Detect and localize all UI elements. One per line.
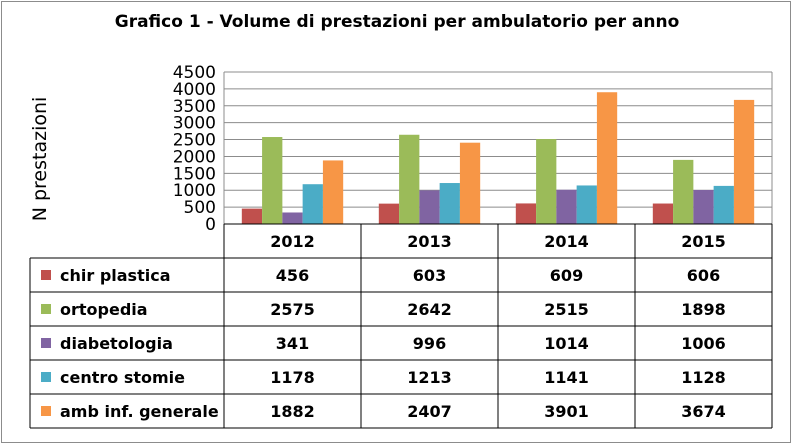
y-tick-label: 2000 <box>173 147 216 167</box>
legend-key <box>41 338 51 348</box>
x-category-label: 2015 <box>681 232 726 251</box>
legend-entry: centro stomie <box>60 368 185 387</box>
bar-amb-inf-generale-2013 <box>459 142 481 224</box>
bar-diabetologia-2012 <box>282 212 303 224</box>
bar-diabetologia-2015 <box>693 190 714 224</box>
data-label: 2407 <box>407 402 452 421</box>
bar-chir-plastica-2014 <box>515 203 537 224</box>
y-tick-label: 0 <box>205 215 216 235</box>
data-label: 1898 <box>681 300 726 319</box>
bar-diabetologia-2014 <box>556 189 577 224</box>
legend-entry: chir plastica <box>60 266 171 285</box>
y-tick-label: 3500 <box>173 97 216 117</box>
data-label: 456 <box>276 266 309 285</box>
data-label: 3674 <box>681 402 726 421</box>
bar-ortopedia-2014 <box>536 139 557 224</box>
y-tick-label: 3000 <box>173 114 216 134</box>
x-category-label: 2014 <box>544 232 589 251</box>
bar-centro-stomie-2012 <box>302 184 323 224</box>
bar-ortopedia-2013 <box>399 134 420 224</box>
bar-amb-inf-generale-2012 <box>322 160 344 224</box>
data-label: 609 <box>550 266 583 285</box>
bar-chir-plastica-2013 <box>378 203 400 224</box>
data-label: 603 <box>413 266 446 285</box>
data-label: 1128 <box>681 368 726 387</box>
bar-ortopedia-2012 <box>262 137 283 224</box>
x-category-label: 2012 <box>270 232 315 251</box>
bar-ortopedia-2015 <box>673 159 694 224</box>
bar-amb-inf-generale-2015 <box>733 99 755 224</box>
legend-key <box>41 406 51 416</box>
data-label: 1178 <box>270 368 315 387</box>
legend-entry: amb inf. generale <box>60 402 219 421</box>
bar-chir-plastica-2015 <box>652 203 674 224</box>
legend-entry: ortopedia <box>60 300 148 319</box>
bar-diabetologia-2013 <box>419 190 440 224</box>
data-label: 1014 <box>544 334 589 353</box>
x-category-label: 2013 <box>407 232 452 251</box>
y-tick-label: 2500 <box>173 131 216 151</box>
legend-key <box>41 304 51 314</box>
data-label: 341 <box>276 334 309 353</box>
legend-entry: diabetologia <box>60 334 173 353</box>
chart-title: Grafico 1 - Volume di prestazioni per am… <box>114 12 680 32</box>
data-label: 2642 <box>407 300 452 319</box>
data-label: 996 <box>413 334 446 353</box>
y-tick-label: 1000 <box>173 181 216 201</box>
data-label: 606 <box>687 266 720 285</box>
bar-centro-stomie-2013 <box>439 183 460 224</box>
y-tick-label: 4000 <box>173 80 216 100</box>
data-label: 1882 <box>270 402 315 421</box>
bar-amb-inf-generale-2014 <box>596 92 618 225</box>
data-label: 1006 <box>681 334 726 353</box>
legend-key <box>41 372 51 382</box>
data-label: 1141 <box>544 368 589 387</box>
y-tick-label: 4500 <box>173 63 216 83</box>
bar-centro-stomie-2014 <box>576 185 597 224</box>
data-label: 1213 <box>407 368 452 387</box>
y-tick-label: 1500 <box>173 164 216 184</box>
data-label: 3901 <box>544 402 589 421</box>
legend-key <box>41 270 51 280</box>
bar-chir-plastica-2012 <box>241 208 263 224</box>
data-label: 2515 <box>544 300 589 319</box>
bar-centro-stomie-2015 <box>713 185 734 224</box>
data-label: 2575 <box>270 300 315 319</box>
y-tick-label: 500 <box>184 198 216 218</box>
